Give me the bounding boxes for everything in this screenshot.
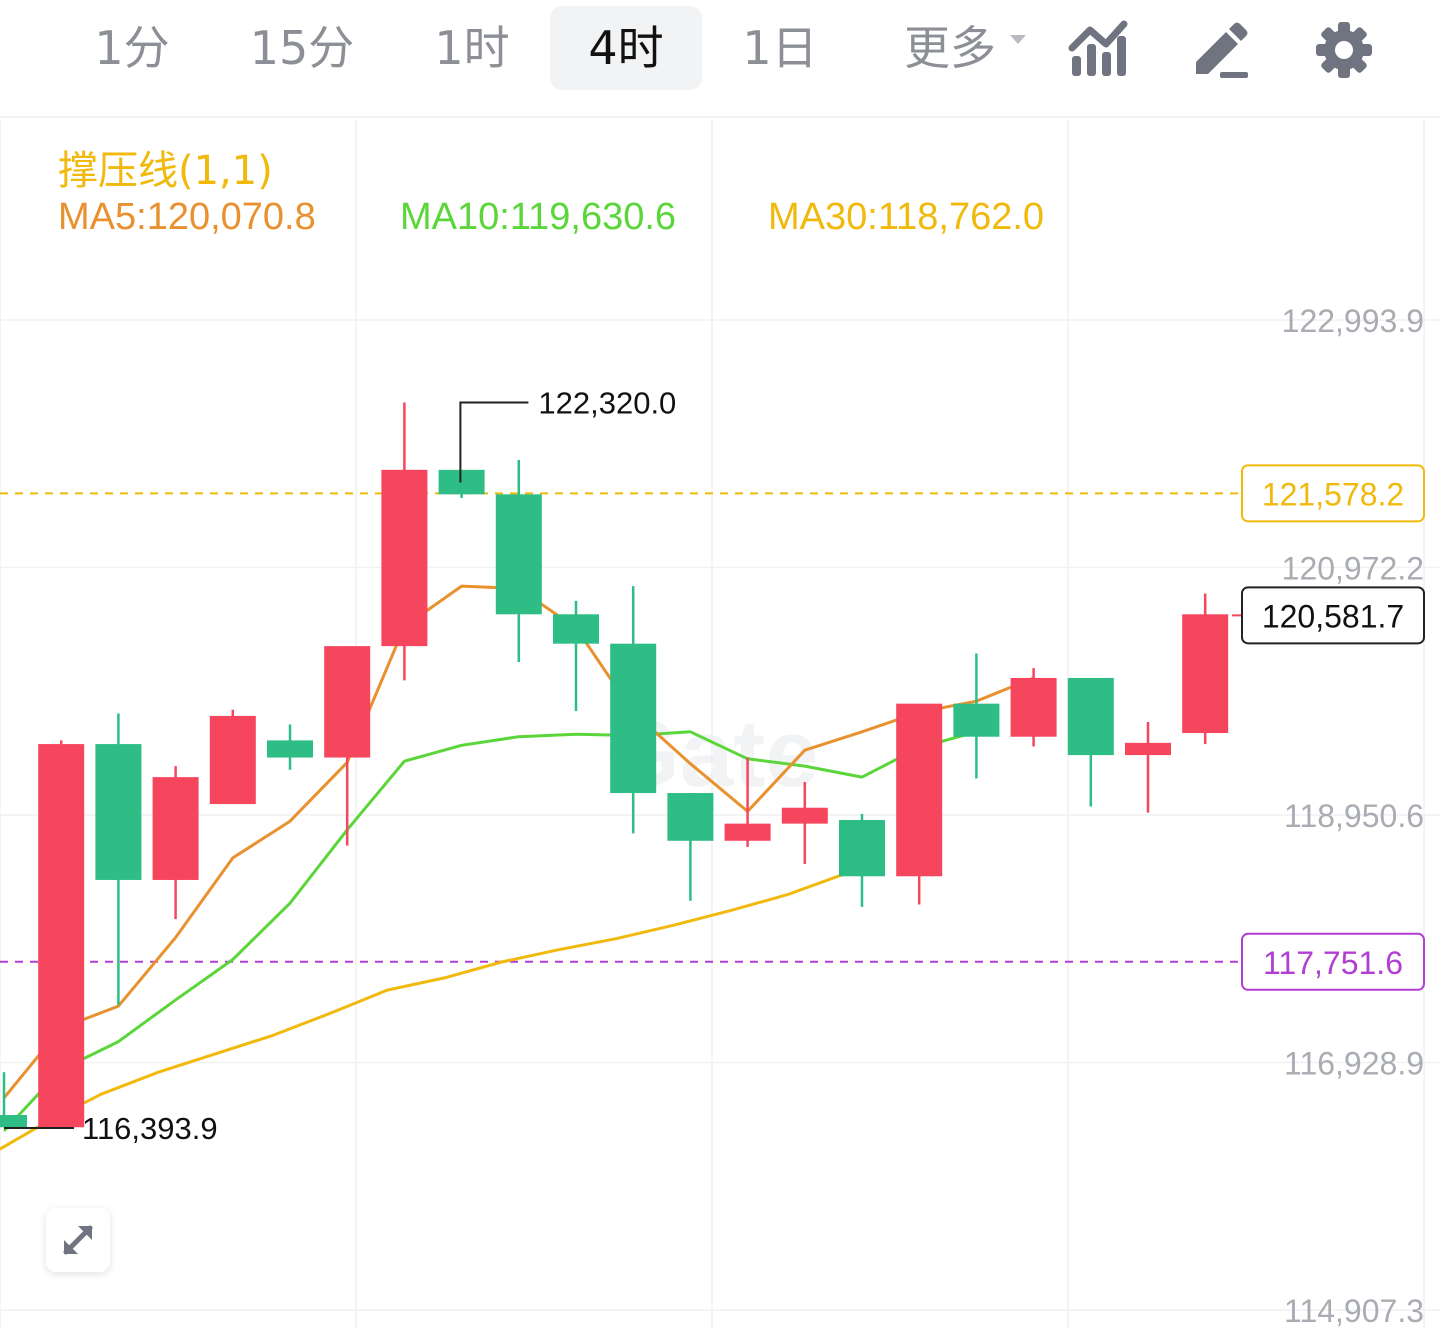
tab-4-hour[interactable]: 4时 [550,6,702,90]
tab-1-day[interactable]: 1日 [742,21,818,75]
max-price-annotation: 122,320.0 [538,386,676,421]
candle-body-down [267,740,313,758]
candle-body-up [324,646,371,758]
ma30-legend: MA30:118,762.0 [768,196,1045,238]
candle-body-down [95,744,142,880]
ma30-line [0,872,846,1151]
max-price-leader [459,401,529,483]
tab-1-hour[interactable]: 1时 [434,21,510,75]
candle-body-down [610,643,657,794]
candle-body-up [381,469,428,647]
y-axis-tick-label: 120,972.2 [1282,551,1424,587]
y-axis-tick-label: 114,907.3 [1284,1293,1424,1329]
y-axis-tick-label: 118,950.6 [1284,798,1424,834]
candle-body-up [1010,677,1057,737]
chevron-down-icon [1010,35,1026,44]
candle-body-up [38,744,85,1128]
ma10-line [2,730,977,1132]
more-label: 更多 [904,21,996,75]
indicator-title: 撑压线(1,1) [58,148,273,194]
candle-body-down [553,614,599,644]
ma10-legend: MA10:119,630.6 [400,196,677,238]
candle-body-up [724,823,771,841]
candle-body-up [781,807,828,824]
candle-body-up [896,703,943,877]
draw-pencil-icon[interactable] [1188,18,1252,82]
support-price-tag-box [1241,932,1425,991]
last-price-tag-label: 120,581.7 [1262,598,1404,634]
support-price-tag-label: 117,751.6 [1263,945,1403,981]
settings-gear-icon[interactable] [1312,18,1376,82]
candle-body-down [953,703,1000,737]
ma5-legend: MA5:120,070.8 [58,196,316,238]
y-axis-tick-label: 116,928.9 [1284,1046,1424,1082]
y-axis-tick-label: 122,993.9 [1282,303,1424,339]
indicator-chart-icon[interactable] [1066,18,1130,82]
candle-body-down [667,793,714,841]
expand-fullscreen-button[interactable] [46,1208,110,1272]
expand-arrows-icon [63,1225,93,1255]
min-price-annotation: 116,393.9 [82,1111,218,1146]
tab-15-minute[interactable]: 15分 [249,21,355,75]
candle-body-up [209,715,256,805]
candle-body-up [1125,742,1171,756]
candle-body-up [1182,614,1229,734]
candle-body-down [0,1115,27,1128]
candle-body-down [438,469,485,495]
candle-body-down [1067,677,1114,756]
candle-body-down [495,494,542,615]
resistance-price-tag-label: 121,578.2 [1262,476,1404,512]
candle-body-up [152,777,199,880]
resistance-price-tag-box [1241,464,1425,523]
more-dropdown[interactable]: 更多 [880,6,1050,90]
last-price-tag-box [1241,586,1425,645]
tab-1-minute[interactable]: 1分 [94,21,170,75]
candle-body-down [839,819,885,877]
timeframe-toolbar: 1分 15分 1时 4时 1日 更多 [0,0,1440,118]
